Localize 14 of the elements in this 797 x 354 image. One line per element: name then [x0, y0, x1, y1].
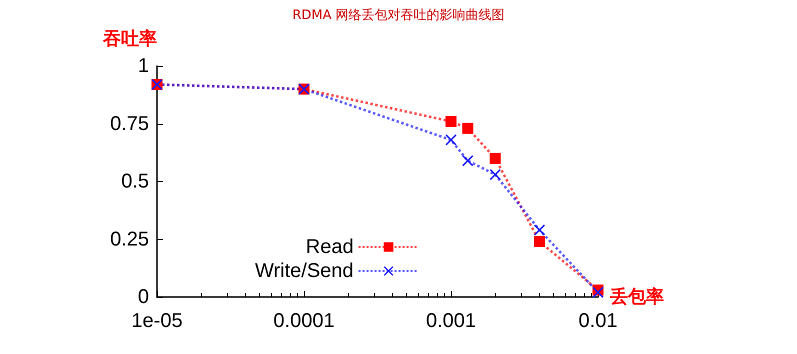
x-tick-label: 0.001 [426, 310, 476, 332]
y-tick-label: 0.25 [110, 228, 149, 250]
y-tick-label: 1 [138, 55, 149, 77]
y-tick-label: 0.5 [121, 170, 149, 192]
chart-title: RDMA 网络丢包对吞吐的影响曲线图 [292, 8, 505, 23]
legend-label: Write/Send [254, 260, 354, 282]
y-axis-title: 吞吐率 [102, 28, 157, 50]
legend-label: Read [306, 236, 354, 258]
x-tick-label: 0.0001 [273, 310, 335, 332]
x-tick-label: 1e-05 [131, 310, 183, 332]
x-tick-label: 0.01 [578, 310, 618, 332]
x-axis-title: 丢包率 [609, 286, 664, 308]
y-tick-label: 0 [138, 286, 149, 308]
y-tick-label: 0.75 [110, 112, 149, 135]
